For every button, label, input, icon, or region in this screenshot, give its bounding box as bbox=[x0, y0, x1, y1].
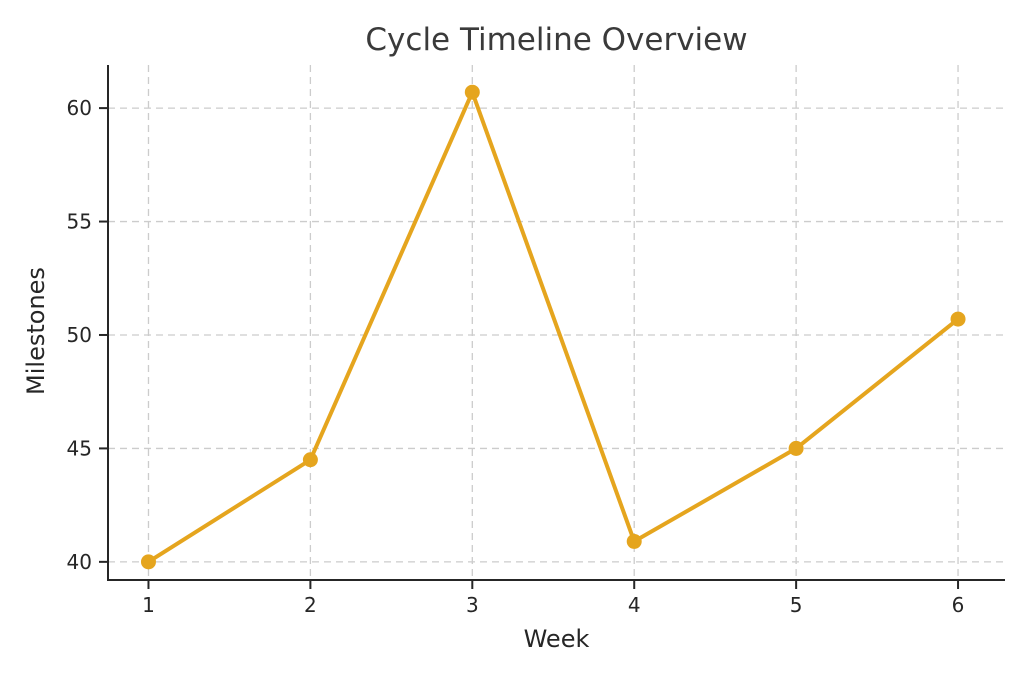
x-axis-label: Week bbox=[523, 625, 590, 653]
x-tick-label: 5 bbox=[790, 593, 803, 617]
y-axis-label: Milestones bbox=[22, 267, 50, 395]
data-point-marker bbox=[788, 440, 804, 456]
data-point-marker bbox=[626, 533, 642, 549]
x-tick-label: 6 bbox=[952, 593, 965, 617]
x-tick-label: 1 bbox=[142, 593, 155, 617]
chart-title: Cycle Timeline Overview bbox=[365, 22, 748, 58]
y-tick-label: 60 bbox=[67, 96, 92, 120]
y-tick-label: 40 bbox=[67, 550, 92, 574]
data-point-marker bbox=[464, 84, 480, 100]
data-point-marker bbox=[302, 452, 318, 468]
data-line bbox=[146, 90, 961, 564]
x-tick-label: 3 bbox=[466, 593, 479, 617]
x-tick-label: 2 bbox=[304, 593, 317, 617]
y-tick-label: 50 bbox=[67, 323, 92, 347]
y-tick-label: 55 bbox=[67, 210, 92, 234]
data-point-marker bbox=[140, 554, 156, 570]
y-tick-label: 45 bbox=[67, 436, 92, 460]
data-point-marker bbox=[950, 311, 966, 327]
x-tick-label: 4 bbox=[628, 593, 641, 617]
